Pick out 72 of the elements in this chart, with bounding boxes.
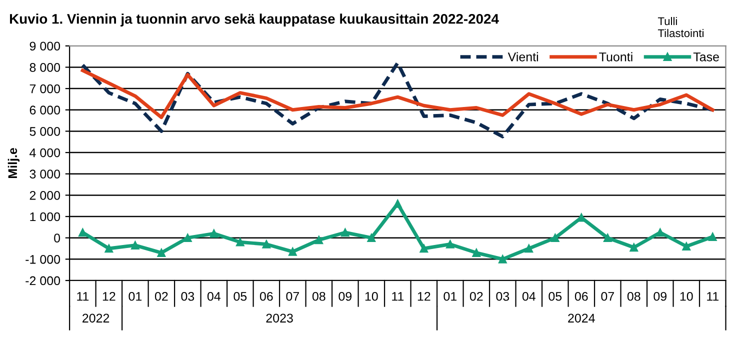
y-tick-label: 2 000 <box>30 190 60 200</box>
point <box>288 248 297 256</box>
y-tick-label: -2 000 <box>26 276 60 286</box>
y-axis-title: Milj.e <box>8 148 20 178</box>
x-tick-label: 10 <box>680 292 693 301</box>
x-tick-label: 03 <box>496 292 510 301</box>
point <box>498 255 507 264</box>
text: 2022 <box>82 314 110 323</box>
x-tick-label: 02 <box>154 292 168 301</box>
point <box>157 248 166 257</box>
y-tick-label: 0 <box>54 234 60 242</box>
x-tick-label: 02 <box>470 292 483 301</box>
point <box>210 229 218 238</box>
text: 2023 <box>266 314 293 323</box>
legend-label: Tuonti <box>599 52 632 62</box>
point <box>524 244 534 253</box>
point <box>340 228 350 237</box>
point <box>131 241 140 250</box>
point <box>550 234 560 242</box>
point <box>262 240 271 248</box>
y-tick-label: 9 000 <box>30 42 60 51</box>
point <box>78 228 87 237</box>
x-tick-label: 08 <box>627 292 640 301</box>
x-tick-label: 11 <box>392 292 404 301</box>
legend-label: Tase <box>693 52 719 62</box>
point <box>104 244 114 253</box>
x-tick-label: 04 <box>522 292 536 301</box>
y-tick-label: 8 000 <box>30 63 60 72</box>
x-tick-label: 03 <box>181 292 194 301</box>
y-tick-label: 7 000 <box>30 84 60 94</box>
y-tick-label: 1 000 <box>30 212 60 222</box>
point <box>236 238 244 246</box>
x-tick-label: 01 <box>128 292 142 301</box>
y-tick-label: 4 000 <box>30 148 60 158</box>
legend-label: Vienti <box>508 52 538 62</box>
y-tick-label: 6 000 <box>30 106 60 115</box>
point <box>393 200 402 208</box>
x-tick-label: 06 <box>574 292 588 301</box>
x-tick-label: 09 <box>654 292 666 301</box>
point <box>603 234 612 242</box>
x-tick-label: 06 <box>260 292 273 301</box>
point <box>708 232 717 241</box>
text: 2024 <box>568 314 595 323</box>
point <box>367 234 376 242</box>
y-tick-label: 5 000 <box>30 127 60 136</box>
point <box>446 240 454 248</box>
point <box>420 244 428 253</box>
point <box>472 248 481 257</box>
y-tick-label: -1 000 <box>26 254 60 264</box>
x-tick-label: 08 <box>312 292 326 301</box>
text: Tulli Tilastointi <box>658 17 704 38</box>
x-tick-label: 11 <box>707 292 719 301</box>
x-tick-label: 05 <box>234 292 247 301</box>
point <box>184 234 192 242</box>
x-tick-label: 12 <box>418 292 430 301</box>
x-tick-label: 11 <box>77 292 89 301</box>
x-tick-label: 10 <box>365 292 378 301</box>
point <box>314 236 324 244</box>
point <box>630 243 638 252</box>
x-tick-label: 07 <box>601 292 614 301</box>
point <box>656 228 664 237</box>
point <box>682 242 691 251</box>
line-series <box>80 68 714 120</box>
x-tick-label: 01 <box>444 292 456 301</box>
y-tick-label: 3 000 <box>30 170 60 179</box>
x-tick-label: 09 <box>338 292 352 301</box>
x-tick-label: 05 <box>548 292 562 301</box>
chart-title: Kuvio 1. Viennin ja tuonnin arvo sekä kauppatase kuukausittain 2022-2024 <box>10 14 499 27</box>
line-series <box>80 61 714 138</box>
x-tick-label: 07 <box>286 292 299 301</box>
x-tick-label: 04 <box>207 292 221 301</box>
x-tick-label: 12 <box>102 292 116 301</box>
